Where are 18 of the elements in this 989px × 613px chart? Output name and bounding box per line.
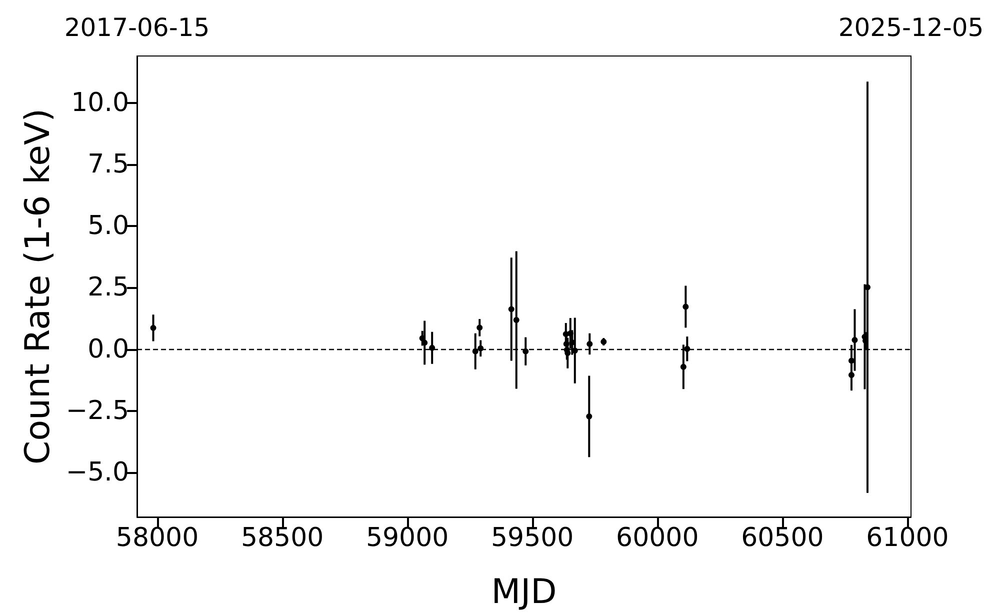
y-tick-label: 10.0 bbox=[71, 88, 129, 118]
x-tick-label: 59000 bbox=[366, 523, 449, 553]
y-tick-label: 5.0 bbox=[88, 211, 129, 242]
y-tick-label: −5.0 bbox=[66, 458, 129, 488]
y-tick-label: 0.0 bbox=[88, 334, 129, 364]
x-tick-label: 60000 bbox=[616, 523, 699, 553]
x-tick-label: 58000 bbox=[116, 523, 199, 553]
x-tick-label: 60500 bbox=[741, 523, 824, 553]
x-axis-title: MJD bbox=[491, 572, 557, 612]
x2-tick-label: 2025-12-05 bbox=[838, 13, 984, 42]
y-tick-label: −2.5 bbox=[66, 396, 129, 426]
x2-tick-label: 2017-06-15 bbox=[64, 13, 210, 42]
x-tick-label: 58500 bbox=[240, 523, 324, 553]
y-tick-label: 7.5 bbox=[88, 149, 129, 180]
y-axis-title: Count Rate (1-6 keV) bbox=[18, 108, 58, 465]
x-tick-label: 59500 bbox=[491, 523, 574, 553]
x-tick-label: 61000 bbox=[866, 523, 949, 553]
y-tick-label: 2.5 bbox=[88, 272, 129, 303]
